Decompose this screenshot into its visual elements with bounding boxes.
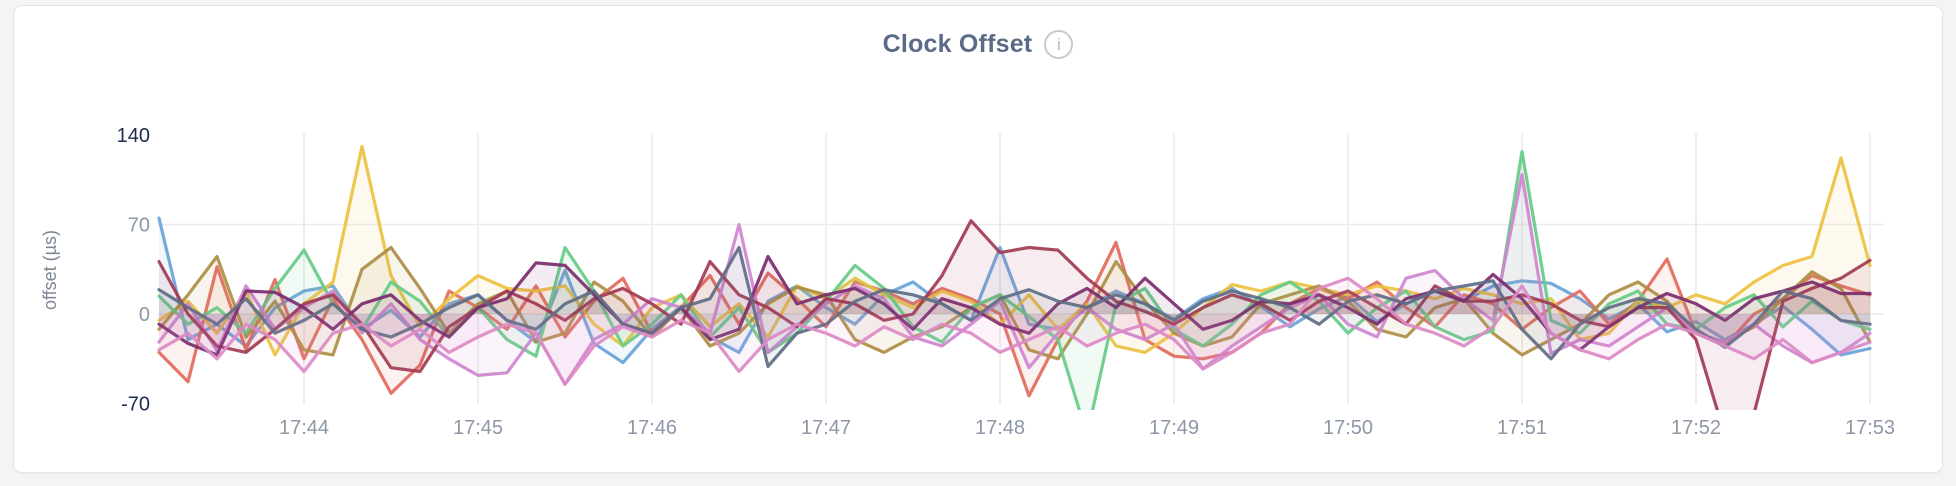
svg-text:17:49: 17:49 (1149, 417, 1199, 439)
chart-header: Clock Offset i (14, 30, 1942, 59)
series-line-6 (157, 173, 1872, 386)
svg-text:17:51: 17:51 (1497, 417, 1547, 439)
series-area-7 (159, 220, 1870, 410)
series-line-10 (157, 276, 1872, 386)
series-area-6 (159, 174, 1870, 385)
svg-text:17:53: 17:53 (1845, 417, 1895, 439)
y-axis-title: offset (µs) (40, 230, 60, 310)
svg-text:17:50: 17:50 (1323, 417, 1373, 439)
series-line-4 (157, 245, 1872, 361)
svg-text:0: 0 (139, 304, 150, 326)
x-axis-labels: 17:44 17:45 17:46 17:47 17:48 17:49 17:50 17:51… (279, 417, 1895, 439)
series-area-9 (159, 247, 1870, 367)
series-area-10 (159, 278, 1870, 385)
svg-text:140: 140 (117, 125, 150, 147)
chart-title: Clock Offset (882, 30, 1033, 58)
svg-text:17:46: 17:46 (627, 417, 677, 439)
series-line-8 (157, 254, 1872, 357)
svg-text:17:48: 17:48 (975, 417, 1025, 439)
svg-text:-70: -70 (121, 394, 150, 416)
series-line-5 (157, 150, 1872, 410)
svg-text:17:44: 17:44 (279, 417, 329, 439)
info-icon[interactable]: i (1044, 30, 1074, 59)
series-area-3 (159, 146, 1870, 355)
svg-text:17:47: 17:47 (801, 417, 851, 439)
svg-text:17:45: 17:45 (453, 417, 503, 439)
series-area-5 (159, 151, 1870, 410)
series-lines (157, 144, 1872, 410)
svg-text:70: 70 (128, 215, 150, 237)
series-line-3 (157, 144, 1872, 357)
series-line-9 (157, 245, 1872, 368)
y-axis-labels: 140 70 0 -70 (117, 125, 150, 416)
chart-card: Clock Offset i (13, 5, 1943, 473)
svg-text:17:52: 17:52 (1671, 417, 1721, 439)
series-area-4 (159, 247, 1870, 359)
gridlines (157, 133, 1884, 404)
